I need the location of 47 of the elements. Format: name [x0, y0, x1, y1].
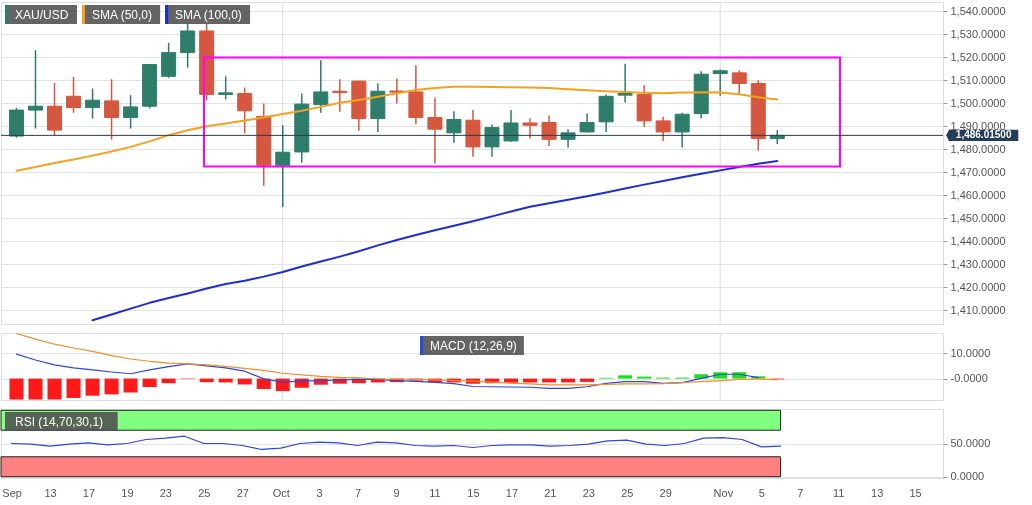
- y-tick-label: 1,500.0000: [950, 96, 1006, 109]
- legend-label: SMA (100,0): [175, 8, 242, 22]
- x-tick-label: 3: [316, 486, 323, 499]
- x-tick-label: Sep: [2, 486, 22, 499]
- x-tick-label: 11: [429, 486, 441, 499]
- y-tick-label: 1,440.0000: [950, 234, 1006, 247]
- x-tick-label: 19: [121, 486, 134, 499]
- y-tick-label: 1,540.0000: [950, 4, 1006, 17]
- x-tick-label: Oct: [272, 486, 290, 499]
- y-tick-label: 1,460.0000: [950, 188, 1006, 201]
- x-tick-label: 15: [467, 486, 480, 499]
- x-tick-label: 11: [833, 486, 845, 499]
- y-tick-label: 1,480.0000: [950, 142, 1006, 155]
- x-tick-label: 21: [544, 486, 557, 499]
- legend-label: XAU/USD: [15, 8, 69, 22]
- y-tick-label: 10.0000: [950, 346, 991, 359]
- x-tick-label: 15: [909, 486, 922, 499]
- y-tick-label: -0.0000: [950, 372, 988, 385]
- x-tick-label: 5: [758, 486, 765, 499]
- x-tick-label: 27: [236, 486, 249, 499]
- y-tick-label: 1,470.0000: [950, 165, 1006, 178]
- x-tick-label: 17: [82, 486, 96, 499]
- y-tick-label: 1,410.0000: [950, 303, 1006, 316]
- legend-label: MACD (12,26,9): [430, 339, 517, 353]
- legend-label: SMA (50,0): [92, 8, 153, 22]
- ref-line-label: 1,486.01500: [955, 129, 1012, 141]
- y-tick-label: 50.0000: [950, 437, 991, 449]
- y-tick-label: 1,520.0000: [950, 50, 1006, 63]
- x-tick-label: 7: [797, 486, 804, 499]
- x-tick-label: Nov: [713, 486, 734, 499]
- x-tick-label: 25: [621, 486, 634, 499]
- x-tick-label: 13: [871, 486, 884, 499]
- y-tick-label: 1,420.0000: [950, 280, 1006, 293]
- x-tick-label: 7: [355, 486, 362, 499]
- y-tick-label: 1,450.0000: [950, 211, 1006, 224]
- y-tick-label: 1,430.0000: [950, 257, 1006, 270]
- chart-title: RSI (14,70,30,1): [15, 415, 104, 429]
- y-tick-label: 1,510.0000: [950, 73, 1006, 86]
- x-tick-label: 17: [505, 486, 519, 499]
- x-tick-label: 25: [198, 486, 211, 499]
- x-tick-label: 23: [582, 486, 595, 499]
- x-tick-label: 29: [659, 486, 672, 499]
- x-tick-label: 9: [393, 486, 400, 499]
- x-tick-label: 23: [159, 486, 172, 499]
- y-tick-label: 1,530.0000: [950, 27, 1006, 40]
- x-tick-label: 13: [44, 486, 57, 499]
- y-tick-label: 0.0000: [950, 470, 985, 483]
